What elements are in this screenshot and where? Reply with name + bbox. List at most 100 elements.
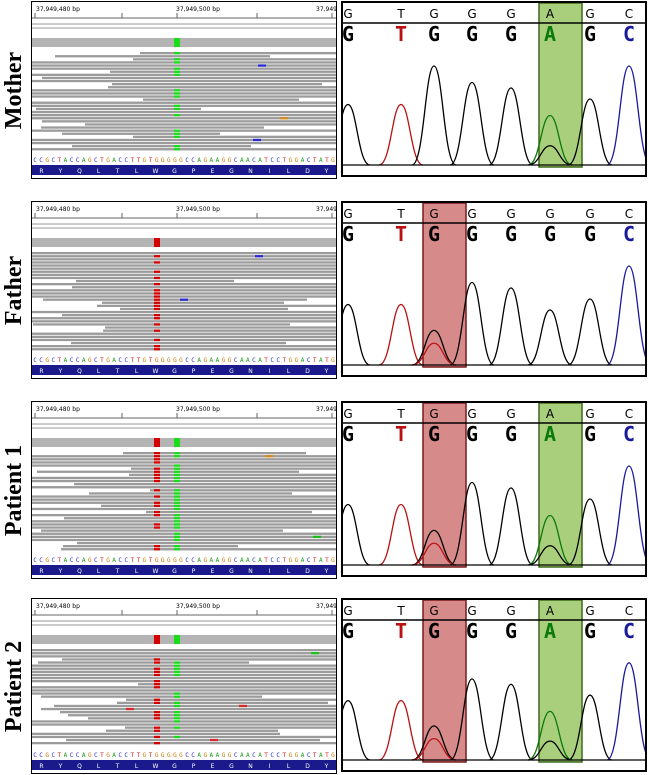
sequence-base: T	[100, 157, 104, 164]
read	[41, 695, 262, 698]
translation-bar	[32, 565, 336, 575]
called-base: G	[466, 22, 478, 46]
sequence-base: G	[228, 752, 232, 759]
read-variant-mother	[174, 58, 180, 61]
amino-acid: L	[287, 368, 291, 375]
sequence-base: G	[289, 557, 293, 564]
base-label: G	[467, 407, 476, 421]
base-label: G	[343, 207, 352, 221]
read	[62, 314, 336, 317]
sequence-base: G	[161, 557, 165, 564]
read	[32, 652, 336, 655]
trace-peak	[488, 683, 534, 761]
base-label: G	[506, 207, 515, 221]
read-variant-mother	[174, 535, 180, 538]
called-base: G	[505, 22, 517, 46]
base-label: G	[545, 207, 554, 221]
sequence-base: C	[33, 357, 37, 364]
mismatch	[180, 298, 188, 301]
sequence-base: C	[33, 557, 37, 564]
called-base: G	[544, 222, 556, 246]
sequence-base: C	[276, 157, 280, 164]
sequence-base: A	[64, 752, 68, 759]
amino-acid: P	[192, 168, 196, 175]
read-variant-mother	[174, 720, 180, 723]
igv-svg: 37,949,480 bp 37,949,500 bp 37,949,520 bp C…	[32, 406, 336, 575]
sequence-base: A	[64, 557, 68, 564]
trace-peak	[527, 710, 573, 761]
read-variant-father	[154, 452, 160, 455]
base-label: G	[429, 604, 438, 618]
read	[74, 483, 336, 486]
alignment-view-father: 37,949,480 bp 37,949,500 bp 37,949,520 bp C…	[31, 201, 337, 379]
read	[32, 689, 336, 692]
amino-acid: L	[97, 368, 101, 375]
sequence-base: G	[45, 557, 49, 564]
ruler-label: 37,949,480 bp	[36, 206, 80, 213]
mismatch	[126, 707, 134, 711]
base-label: G	[585, 407, 594, 421]
read	[105, 326, 336, 329]
ruler-label: 37,949,480 bp	[36, 406, 80, 413]
sequence-base: T	[264, 557, 268, 564]
read	[150, 489, 336, 492]
read-variant-mother	[174, 70, 180, 73]
sequence-base: T	[58, 157, 62, 164]
base-label: G	[343, 7, 352, 21]
sequence-base: A	[216, 557, 220, 564]
sequence-base: G	[167, 157, 171, 164]
base-label: T	[396, 407, 405, 421]
base-label: C	[625, 604, 633, 618]
read-variant-father	[154, 467, 160, 470]
read	[32, 61, 336, 64]
read	[32, 667, 336, 670]
sequence-base: T	[313, 752, 317, 759]
sequence-base: C	[118, 752, 122, 759]
amino-acid: R	[39, 168, 43, 175]
sequence-base: G	[167, 557, 171, 564]
coverage-variant-mother	[174, 38, 180, 47]
read	[32, 476, 336, 480]
sequence-base: C	[276, 557, 280, 564]
sequence-base: C	[51, 157, 55, 164]
sequence-base: A	[319, 557, 323, 564]
amino-acid: G	[172, 368, 177, 375]
sequence-base: A	[64, 157, 68, 164]
read-variant-mother	[174, 52, 180, 55]
sequence-base: G	[143, 157, 147, 164]
sequence-base: T	[100, 357, 104, 364]
read	[66, 738, 320, 742]
sequence-base: T	[325, 752, 329, 759]
read	[97, 304, 336, 307]
sequence-base: T	[283, 557, 287, 564]
row-label-father: Father	[1, 255, 28, 325]
amino-acid: T	[115, 763, 120, 770]
trace-peak	[449, 481, 495, 566]
read	[32, 348, 336, 351]
read-variant-father	[154, 298, 160, 301]
sequence-base: G	[155, 357, 159, 364]
called-base: G	[343, 422, 354, 446]
coverage-variant-father	[154, 438, 160, 447]
read	[129, 473, 336, 476]
trace-peak	[606, 65, 645, 166]
called-base: G	[584, 619, 596, 643]
read	[32, 276, 336, 280]
read	[140, 52, 336, 55]
sequence-base: G	[331, 357, 335, 364]
sequence-base: G	[173, 752, 177, 759]
amino-acid: W	[153, 568, 159, 575]
read-variant-mother	[174, 132, 180, 135]
read	[112, 83, 322, 86]
amino-acid: L	[135, 168, 139, 175]
read	[71, 341, 286, 345]
read-variant-father	[154, 473, 160, 476]
read-variant-mother	[174, 726, 180, 729]
amino-acid: Q	[77, 568, 82, 575]
read	[63, 545, 238, 548]
ruler-label: 37,949,500 bp	[176, 206, 220, 213]
sequence-base: A	[216, 357, 220, 364]
amino-acid: G	[172, 568, 177, 575]
